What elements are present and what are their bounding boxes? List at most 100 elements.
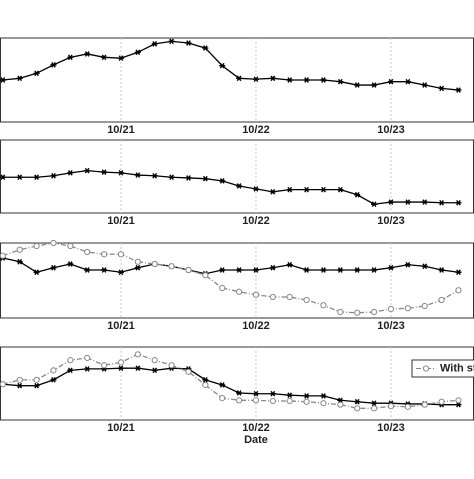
marker [33, 174, 40, 181]
marker [371, 82, 378, 88]
marker [303, 393, 310, 399]
marker [84, 51, 91, 57]
marker [16, 376, 23, 383]
marker [236, 75, 243, 82]
x-tick-label: 10/21 [107, 124, 135, 136]
marker [101, 54, 108, 61]
marker [421, 199, 428, 205]
marker [219, 382, 226, 388]
legend-box [411, 359, 474, 378]
marker [252, 186, 259, 192]
marker [67, 242, 74, 250]
marker [421, 263, 428, 270]
marker [84, 167, 91, 174]
marker [286, 293, 293, 301]
marker [421, 82, 428, 88]
marker [202, 272, 209, 279]
marker [303, 296, 310, 304]
legend-marker [422, 365, 430, 372]
marker [16, 258, 23, 265]
marker [286, 77, 293, 83]
series-line [2, 367, 459, 406]
marker [269, 293, 276, 301]
marker [101, 267, 108, 273]
marker [50, 264, 57, 271]
marker [354, 398, 361, 405]
marker [100, 251, 108, 258]
marker [387, 199, 394, 205]
marker [337, 308, 344, 316]
marker [252, 390, 259, 397]
legend-label: With st [440, 362, 474, 374]
marker [235, 397, 243, 404]
x-tick-label: 10/23 [377, 422, 405, 434]
plot-area [0, 139, 474, 214]
marker [185, 266, 192, 274]
marker [387, 403, 395, 410]
marker [371, 201, 378, 208]
marker [235, 288, 243, 295]
marker [100, 362, 108, 369]
marker [84, 267, 91, 273]
marker [0, 381, 6, 388]
marker [117, 269, 124, 276]
marker [50, 377, 57, 383]
marker [33, 242, 40, 250]
marker [455, 397, 462, 404]
marker [67, 367, 74, 374]
marker [185, 368, 192, 375]
x-tick-label: 10/23 [377, 124, 405, 136]
marker [354, 405, 361, 412]
marker [219, 267, 226, 273]
marker [252, 397, 260, 404]
marker [0, 252, 6, 259]
marker [219, 395, 226, 402]
marker [286, 397, 293, 405]
x-tick-label: 10/21 [107, 320, 135, 332]
marker [236, 267, 243, 273]
marker [354, 191, 361, 198]
x-tick-label: 10/22 [242, 124, 270, 136]
marker [50, 367, 57, 374]
series-line [2, 257, 459, 275]
x-tick-label: 10/22 [242, 422, 270, 434]
marker [370, 405, 378, 412]
marker [303, 267, 310, 273]
marker [337, 78, 344, 85]
marker [117, 55, 124, 61]
marker [134, 365, 141, 371]
marker [320, 186, 327, 193]
marker [202, 45, 209, 51]
marker [387, 305, 395, 313]
marker [455, 87, 462, 93]
marker [320, 393, 327, 399]
marker [404, 78, 411, 85]
marker [286, 261, 293, 268]
marker [269, 75, 276, 82]
marker [50, 172, 57, 179]
marker [168, 38, 175, 45]
marker [252, 291, 260, 298]
marker [438, 199, 445, 206]
marker [50, 62, 57, 68]
marker [219, 62, 226, 69]
marker [33, 269, 40, 276]
marker [202, 377, 209, 383]
marker [320, 400, 327, 407]
marker [134, 351, 141, 358]
marker [16, 174, 23, 181]
marker [67, 170, 74, 176]
x-tick-label: 10/21 [107, 422, 135, 434]
marker [354, 82, 361, 88]
marker [33, 70, 40, 77]
marker [151, 357, 158, 364]
marker [303, 77, 310, 83]
marker [337, 186, 344, 193]
marker [168, 174, 175, 181]
series-line [2, 242, 459, 314]
plot-area [0, 242, 474, 319]
marker [269, 189, 276, 195]
marker [202, 175, 209, 182]
marker [354, 267, 361, 273]
